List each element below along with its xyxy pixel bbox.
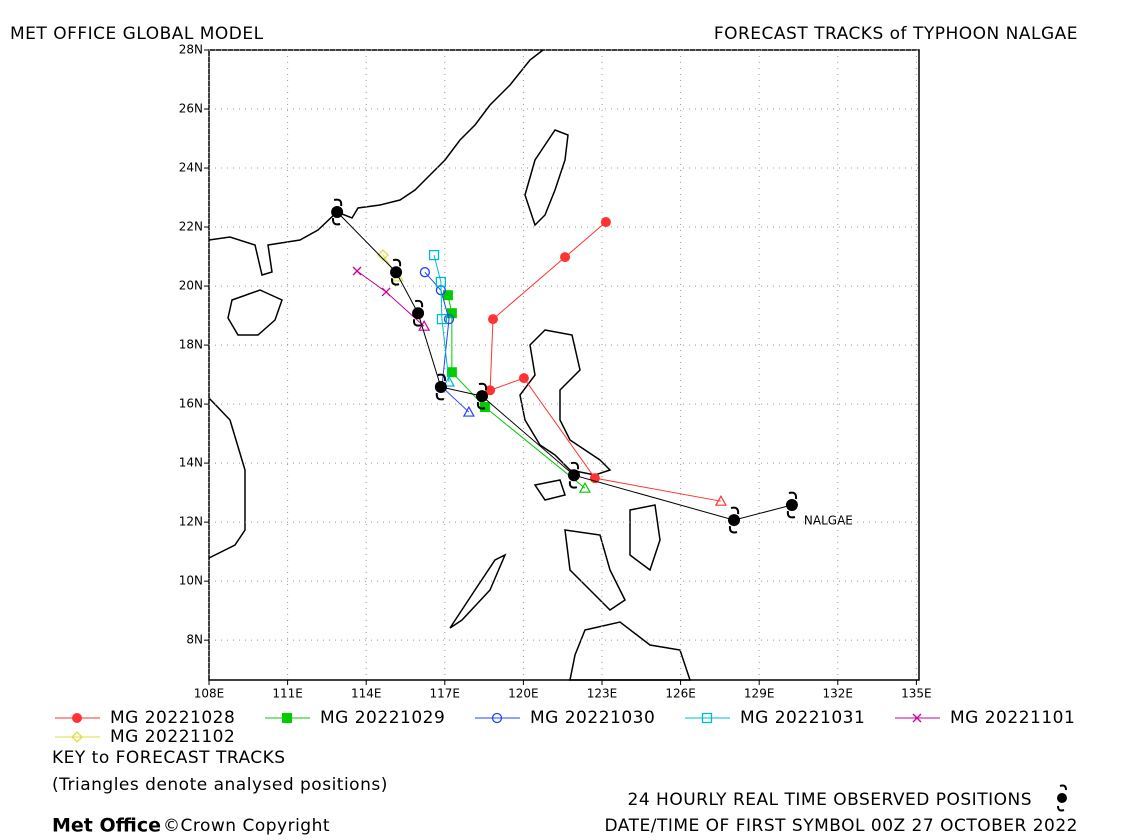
- legend-marker: [701, 712, 713, 724]
- forecast-point: [443, 313, 455, 325]
- forecast-point: [377, 249, 389, 262]
- x-tick-label: 135E: [901, 687, 932, 701]
- legend-marker: [71, 731, 83, 743]
- observed-position: [567, 469, 580, 482]
- x-tick-label: 126E: [665, 687, 696, 701]
- typhoon-arms: [390, 258, 402, 286]
- y-tick-label: 24N: [179, 161, 203, 175]
- legend-label: MG 20221030: [530, 708, 655, 728]
- x-tick-label: 132E: [823, 687, 854, 701]
- forecast-point: [381, 287, 391, 297]
- forecast-point: [436, 313, 448, 325]
- y-tick-label: 14N: [179, 456, 203, 470]
- forecast-point: [560, 252, 571, 263]
- y-tick-label: 18N: [179, 338, 203, 352]
- legend-label: MG 20221029: [320, 708, 445, 728]
- forecast-point: [419, 267, 431, 278]
- y-tick-label: 22N: [179, 220, 203, 234]
- subtitle: MET OFFICE GLOBAL MODEL: [10, 24, 264, 44]
- analysed-position: [462, 405, 475, 417]
- observed-position: [728, 514, 741, 527]
- legend-marker: [912, 713, 922, 723]
- typhoon-arms: [476, 382, 488, 410]
- analysed-position: [714, 494, 727, 506]
- y-tick-label: 26N: [179, 102, 203, 116]
- forecast-track: [489, 221, 722, 502]
- chart-title: FORECAST TRACKS of TYPHOON NALGAE: [714, 24, 1078, 44]
- forecast-point: [446, 367, 457, 378]
- x-tick-label: 129E: [744, 687, 775, 701]
- forecast-point: [479, 402, 490, 413]
- forecast-track: [433, 254, 450, 383]
- legend-label: MG 20221028: [110, 708, 235, 728]
- observed-note: 24 HOURLY REAL TIME OBSERVED POSITIONS: [628, 790, 1032, 810]
- analysed-position: [578, 481, 591, 493]
- legend-marker: [282, 713, 292, 723]
- storm-label: NALGAE: [804, 514, 853, 528]
- y-tick-label: 20N: [179, 279, 203, 293]
- forecast-point: [485, 385, 496, 396]
- forecast-point: [600, 217, 611, 228]
- observed-position: [434, 380, 447, 393]
- legend-label: MG 20221031: [740, 708, 865, 728]
- y-tick-label: 28N: [179, 43, 203, 57]
- y-tick-label: 8N: [186, 633, 203, 647]
- observed-track: [336, 211, 793, 521]
- typhoon-arms: [728, 506, 740, 534]
- observed-symbol-key: [1057, 784, 1067, 812]
- legend-title: KEY to FORECAST TRACKS: [52, 748, 286, 768]
- legend-label: MG 20221102: [110, 727, 235, 747]
- typhoon-arms: [332, 198, 343, 226]
- y-tick-label: 16N: [179, 397, 203, 411]
- x-tick-label: 114E: [351, 687, 382, 701]
- observed-position: [412, 307, 425, 320]
- analysed-position: [442, 375, 456, 387]
- plot-frame: [208, 49, 920, 681]
- forecast-track: [447, 295, 586, 489]
- coastlines: [208, 49, 692, 681]
- typhoon-arms: [786, 491, 798, 519]
- legend-marker: [72, 713, 82, 723]
- copyright: ©Crown Copyright: [163, 816, 330, 836]
- y-tick-label: 12N: [179, 515, 203, 529]
- observed-position: [475, 390, 488, 403]
- brand: Met Office: [52, 815, 161, 837]
- typhoon-arms: [435, 373, 446, 401]
- x-tick-label: 123E: [587, 687, 618, 701]
- x-tick-label: 108E: [194, 687, 225, 701]
- forecast-point: [488, 314, 498, 325]
- legend-marker: [491, 712, 503, 724]
- observed-position: [785, 499, 798, 512]
- x-tick-label: 111E: [272, 687, 303, 701]
- first-symbol-note: DATE/TIME OF FIRST SYMBOL 00Z 27 OCTOBER…: [605, 816, 1079, 836]
- typhoon-arms: [568, 461, 580, 489]
- forecast-point: [352, 266, 362, 276]
- typhoon-arms: [412, 299, 424, 327]
- legend-label: MG 20221101: [950, 708, 1075, 728]
- observed-position: [390, 266, 403, 279]
- observed-position: [331, 206, 344, 218]
- forecast-track: [356, 270, 425, 327]
- forecast-track: [424, 271, 470, 413]
- forecast-point: [435, 276, 447, 288]
- legend-note: (Triangles denote analysed positions): [52, 775, 388, 795]
- forecast-point: [518, 373, 529, 384]
- y-tick-label: 10N: [179, 574, 203, 588]
- forecast-point: [446, 308, 457, 319]
- x-tick-label: 120E: [508, 687, 539, 701]
- x-tick-label: 117E: [430, 687, 461, 701]
- forecast-point: [428, 249, 440, 261]
- forecast-point: [442, 290, 453, 301]
